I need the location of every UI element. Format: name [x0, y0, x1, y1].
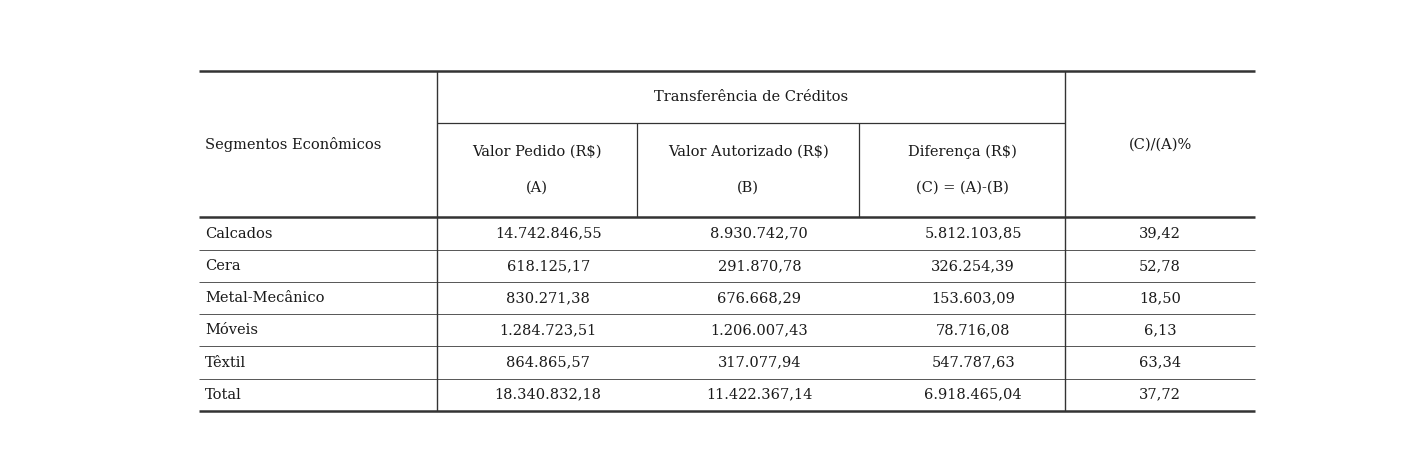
Text: Metal-Mecânico: Metal-Mecânico	[204, 291, 325, 305]
Text: Segmentos Econômicos: Segmentos Econômicos	[204, 137, 382, 152]
Text: 18,50: 18,50	[1139, 291, 1181, 305]
Text: (C)/(A)%: (C)/(A)%	[1128, 137, 1192, 152]
Text: Total: Total	[204, 388, 241, 402]
Text: 5.812.103,85: 5.812.103,85	[924, 227, 1022, 241]
Text: 864.865,57: 864.865,57	[507, 356, 590, 370]
Text: (B): (B)	[738, 181, 759, 194]
Text: 37,72: 37,72	[1139, 388, 1181, 402]
Text: 830.271,38: 830.271,38	[507, 291, 590, 305]
Text: 291.870,78: 291.870,78	[718, 259, 802, 273]
Text: 52,78: 52,78	[1139, 259, 1181, 273]
Text: 39,42: 39,42	[1139, 227, 1181, 241]
Text: (C) = (A)-(B): (C) = (A)-(B)	[915, 181, 1009, 194]
Text: Transferência de Créditos: Transferência de Créditos	[654, 90, 849, 104]
Text: 18.340.832,18: 18.340.832,18	[495, 388, 602, 402]
Text: 8.930.742,70: 8.930.742,70	[711, 227, 809, 241]
Text: (A): (A)	[526, 181, 548, 194]
Text: 676.668,29: 676.668,29	[718, 291, 802, 305]
Text: 153.603,09: 153.603,09	[931, 291, 1015, 305]
Text: 1.284.723,51: 1.284.723,51	[499, 323, 597, 337]
Text: 547.787,63: 547.787,63	[931, 356, 1015, 370]
Text: Diferença (R$): Diferença (R$)	[908, 145, 1016, 159]
Text: 326.254,39: 326.254,39	[931, 259, 1015, 273]
Text: 1.206.007,43: 1.206.007,43	[711, 323, 809, 337]
Text: Móveis: Móveis	[204, 323, 258, 337]
Text: Valor Pedido (R$): Valor Pedido (R$)	[473, 145, 602, 159]
Text: 6.918.465,04: 6.918.465,04	[924, 388, 1022, 402]
Text: Calcados: Calcados	[204, 227, 272, 241]
Text: 63,34: 63,34	[1139, 356, 1181, 370]
Text: 618.125,17: 618.125,17	[507, 259, 590, 273]
Text: 317.077,94: 317.077,94	[718, 356, 802, 370]
Text: Cera: Cera	[204, 259, 240, 273]
Text: 14.742.846,55: 14.742.846,55	[495, 227, 602, 241]
Text: Valor Autorizado (R$): Valor Autorizado (R$)	[668, 145, 829, 159]
Text: Têxtil: Têxtil	[204, 356, 245, 370]
Text: 11.422.367,14: 11.422.367,14	[707, 388, 813, 402]
Text: 6,13: 6,13	[1144, 323, 1176, 337]
Text: 78.716,08: 78.716,08	[937, 323, 1010, 337]
